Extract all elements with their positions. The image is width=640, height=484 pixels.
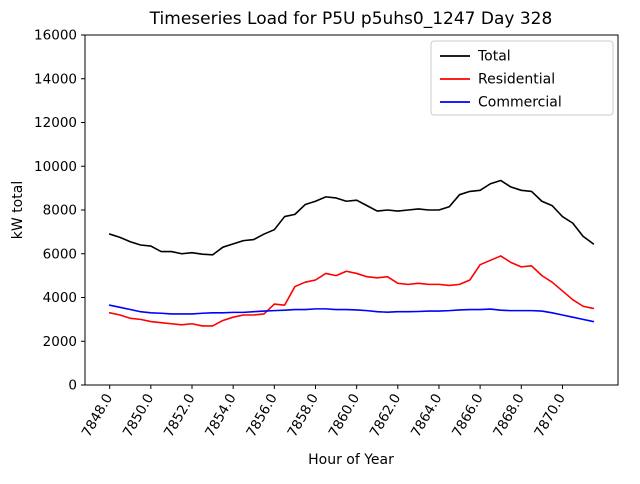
- x-tick-label: 7858.0: [284, 391, 321, 440]
- x-tick-label: 7848.0: [79, 391, 116, 440]
- x-tick-label: 7862.0: [367, 391, 404, 440]
- x-tick-label: 7870.0: [531, 391, 568, 440]
- y-tick-label: 6000: [43, 246, 77, 262]
- x-axis: 7848.0 7850.0 7852.0 7854.0 7856.0 7858.0 7860…: [79, 385, 569, 440]
- axes-border: [84, 34, 619, 386]
- series-lines: [108, 179, 595, 327]
- y-tick-label: 10000: [34, 159, 77, 175]
- y-tick-label: 2000: [43, 334, 77, 350]
- x-axis-label: Hour of Year: [308, 452, 394, 468]
- y-tick-label: 16000: [34, 28, 77, 44]
- x-tick-label: 7860.0: [326, 391, 363, 440]
- x-tick-label: 7856.0: [243, 391, 280, 440]
- x-tick-label: 7850.0: [120, 391, 157, 440]
- legend: Total Residential Commercial: [430, 40, 614, 116]
- y-tick-label: 0: [68, 378, 77, 394]
- x-tick-label: 7864.0: [408, 391, 445, 440]
- y-tick-label: 8000: [43, 203, 77, 219]
- x-tick-label: 7868.0: [490, 391, 527, 440]
- series-line-commercial: [108, 304, 595, 323]
- y-tick-label: 12000: [34, 115, 77, 131]
- legend-label-total: Total: [477, 49, 511, 65]
- x-tick-label: 7866.0: [449, 391, 486, 440]
- legend-label-commercial: Commercial: [478, 95, 562, 111]
- legend-label-residential: Residential: [478, 72, 555, 88]
- x-tick-label: 7852.0: [161, 391, 198, 440]
- chart-title: Timeseries Load for P5U p5uhs0_1247 Day …: [149, 9, 553, 29]
- series-line-residential: [108, 255, 595, 327]
- series-line-total: [108, 179, 595, 256]
- y-axis: 0 2000 4000 6000 8000 10000 12000 14000 16000: [34, 28, 85, 394]
- x-tick-label: 7854.0: [202, 391, 239, 440]
- y-axis-label: kW total: [10, 181, 26, 239]
- legend-box: [430, 40, 614, 116]
- y-tick-label: 14000: [34, 71, 77, 87]
- y-tick-label: 4000: [43, 290, 77, 306]
